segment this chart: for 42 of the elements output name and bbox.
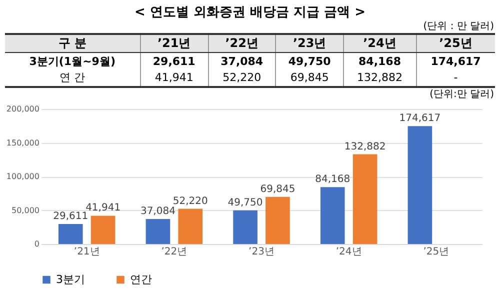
y-tick-label: 0 [34,239,40,248]
data-label: 49,750 [228,196,263,208]
text: 3분기(1월~9월) [28,54,116,70]
data-label: 174,617 [399,112,441,124]
chart-title: < 연도별 외화증권 배당금 지급 금액 > [134,4,366,20]
category-label: ’21년 [157,36,191,50]
category-label: ’24년 [363,36,396,50]
text: (단위:만 달러) [428,88,495,100]
data-label: 84,168 [315,174,350,185]
text: 구 분 [5,34,140,52]
text: 69,845 [290,71,329,84]
x-tick-label: ’25년 [423,246,450,257]
data-label: 29,611 [53,210,88,222]
category-label: ’25년 [439,36,472,50]
category-label: ’23년 [292,36,326,50]
x-tick-label: ’24년 [336,246,362,257]
text: 37,084 [220,54,264,68]
data-label: 52,220 [172,195,208,206]
y-tick-label: 50,000 [12,205,40,214]
y-tick-label: 150,000 [6,138,40,147]
text: 52,220 [222,71,262,84]
text: 연 간 [5,70,140,86]
x-tick-label: ’22년 [161,246,188,257]
y-tick-label: 200,000 [6,104,40,113]
text: 49,750 [288,54,331,68]
x-tick-label: ’21년 [74,246,100,257]
x-tick-label: ’23년 [248,246,274,257]
text: 84,168 [358,54,401,68]
text: 29,611 [152,54,196,68]
text: 41,941 [154,71,194,84]
category-label: ’22년 [225,36,258,50]
text: - [416,70,495,86]
data-label: 132,882 [344,140,386,152]
y-tick-label: 100,000 [6,172,40,180]
text: 132,882 [357,71,402,84]
data-label: 69,845 [260,183,296,194]
data-label: 37,084 [140,205,176,216]
legend-label: 3분기 [56,272,85,286]
legend-label: 연간 [130,272,152,286]
text: 174,617 [430,54,481,68]
data-label: 41,941 [86,202,121,214]
text: (단위 : 만 달러) [422,20,495,33]
